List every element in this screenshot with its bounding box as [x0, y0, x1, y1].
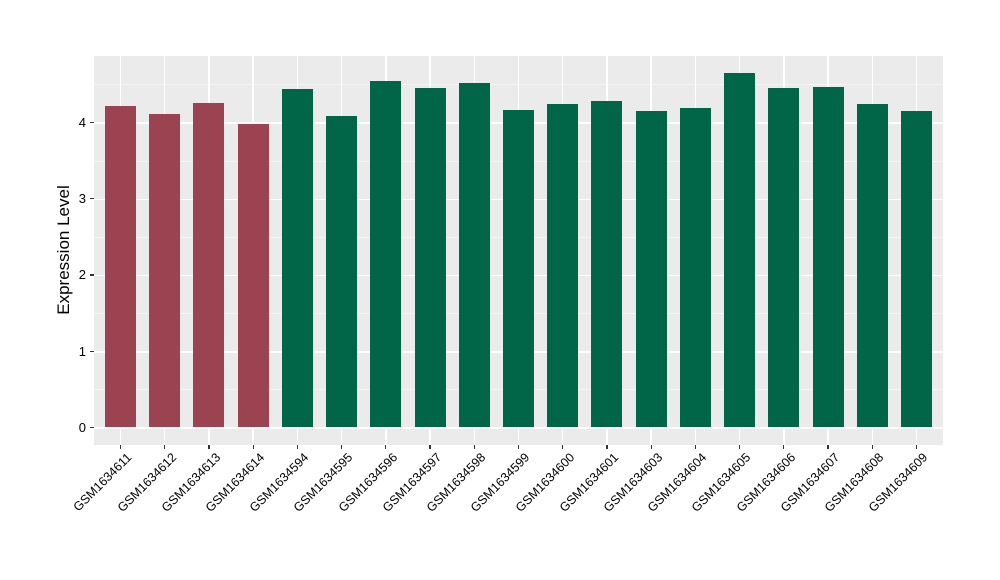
bar-GSM1634598	[458, 82, 490, 428]
bar-GSM1634595	[326, 115, 358, 428]
y-tick-label: 4	[78, 114, 86, 130]
y-tick-mark	[90, 274, 94, 276]
bar-GSM1634608	[856, 104, 888, 428]
bar-GSM1634594	[281, 88, 313, 428]
bar-GSM1634612	[149, 114, 181, 428]
y-tick-mark	[90, 198, 94, 200]
y-tick-mark	[90, 426, 94, 428]
bar-GSM1634596	[370, 81, 402, 428]
y-tick-mark	[90, 350, 94, 352]
bar-GSM1634611	[105, 105, 137, 428]
y-tick-mark	[90, 121, 94, 124]
x-tick-mark	[119, 445, 122, 449]
x-tick-mark	[385, 445, 387, 449]
x-tick-mark	[915, 445, 918, 449]
bar-GSM1634606	[768, 88, 800, 428]
bar-GSM1634607	[812, 86, 844, 428]
y-tick-label: 1	[78, 343, 86, 359]
y-tick-label: 3	[78, 191, 86, 207]
bar-GSM1634614	[237, 123, 269, 428]
bar-GSM1634597	[414, 88, 446, 428]
x-tick-mark	[606, 445, 608, 449]
x-tick-mark	[341, 445, 343, 449]
x-tick-mark	[694, 445, 696, 449]
plot-panel	[94, 56, 943, 445]
x-tick-mark	[252, 445, 254, 449]
bar-GSM1634599	[503, 109, 534, 428]
bar-GSM1634605	[724, 72, 756, 428]
x-tick-mark	[562, 445, 564, 449]
x-tick-mark	[650, 445, 652, 449]
bar-GSM1634603	[635, 111, 667, 428]
x-tick-mark	[738, 445, 741, 449]
y-tick-label: 0	[78, 419, 86, 435]
bar-GSM1634600	[547, 104, 579, 428]
bar-GSM1634613	[193, 103, 225, 428]
x-tick-mark	[517, 445, 520, 449]
bar-GSM1634601	[591, 101, 623, 428]
x-tick-mark	[827, 445, 829, 449]
x-tick-mark	[871, 445, 873, 449]
x-tick-mark	[429, 445, 431, 449]
bar-GSM1634609	[900, 111, 932, 428]
y-tick-label: 2	[78, 267, 86, 283]
x-tick-mark	[208, 445, 210, 449]
bar-GSM1634604	[679, 107, 711, 428]
x-tick-mark	[164, 445, 166, 449]
x-tick-mark	[473, 445, 475, 449]
x-tick-mark	[296, 445, 298, 449]
x-tick-mark	[783, 445, 785, 449]
